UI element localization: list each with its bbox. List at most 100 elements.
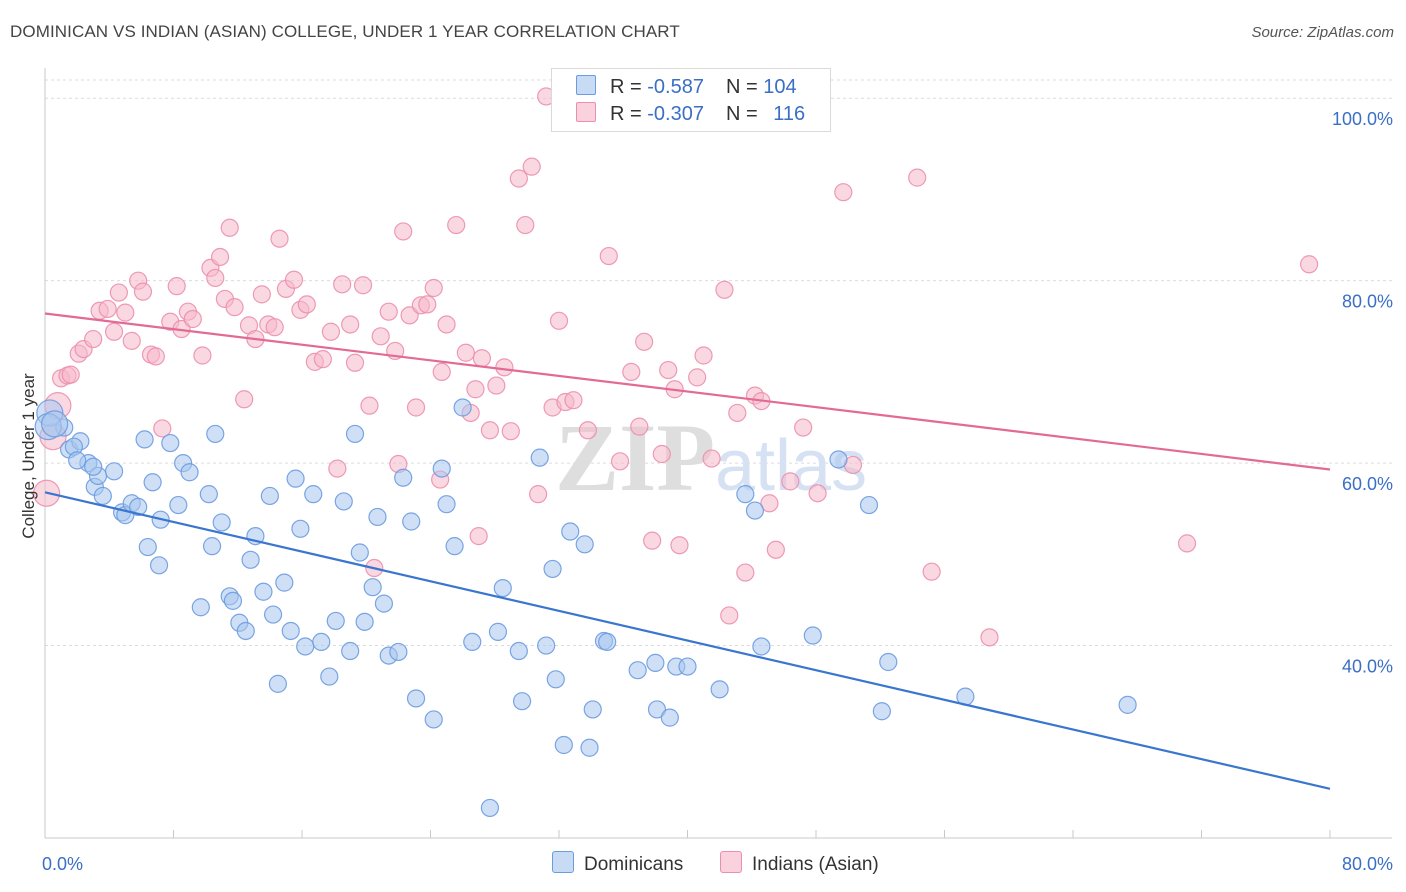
indian-point [1177, 534, 1197, 553]
y-axis-label: College, Under 1 year [19, 373, 38, 539]
dominican-point [803, 626, 822, 645]
y-tick-label: 40.0% [1342, 657, 1393, 677]
dominican-point [561, 522, 580, 541]
legend-row-dominicans: R = -0.587 N = 104 [576, 75, 797, 99]
dominican-point [281, 621, 300, 641]
indian-point [670, 536, 689, 555]
legend-n-label: N = [725, 76, 764, 98]
dominican-point [628, 661, 647, 680]
dominican-point [437, 495, 456, 514]
legend-n-value: 116 [773, 103, 806, 125]
indian-point [394, 222, 413, 241]
indian-point [167, 277, 186, 296]
indian-point [480, 421, 500, 440]
indian-point [529, 485, 548, 504]
correlation-legend: R = -0.587 N = 104 R = -0.307 N = 116 [551, 68, 831, 132]
dominican-point [135, 430, 154, 449]
dominican-point [752, 637, 771, 656]
indian-point [466, 380, 485, 399]
indian-point [472, 349, 491, 368]
dominican-point [424, 710, 443, 729]
dominican-point [199, 485, 218, 504]
indian-point [432, 362, 451, 382]
indian-point [522, 157, 541, 176]
indian-point [728, 403, 747, 423]
chart-title: DOMINICAN VS INDIAN (ASIAN) COLLEGE, UND… [10, 22, 680, 41]
indian-point [235, 390, 254, 409]
indian-point [643, 531, 662, 550]
axes: 40.0% 60.0% 80.0% 100.0% 0.0% 80.0% [42, 68, 1393, 874]
indian-point [116, 303, 135, 322]
dominican-point [678, 657, 697, 676]
dominican-point [509, 641, 528, 661]
dominican-point [859, 495, 879, 515]
dominican-point [374, 594, 394, 613]
dominican-point [872, 702, 891, 721]
source-label: Source: ZipAtlas.com [1251, 24, 1394, 41]
indian-point [908, 168, 927, 187]
indian-point [371, 327, 390, 346]
bottom-legend-dominicans[interactable]: Dominicans [552, 851, 683, 876]
y-tick-label: 60.0% [1342, 474, 1393, 494]
dominican-point [480, 798, 500, 818]
dominican-point [84, 457, 103, 476]
dominican-point [341, 641, 360, 661]
dominican-point [512, 692, 532, 711]
dominican-point [68, 451, 87, 470]
dominican-point [580, 738, 599, 757]
dominican-point [543, 559, 562, 579]
indian-point [808, 484, 827, 503]
dominican-point [554, 735, 573, 755]
indian-point [469, 526, 488, 546]
indian-point [610, 452, 630, 471]
dominican-point [402, 512, 421, 531]
dominican-point [647, 700, 667, 719]
legend-swatch-indians [576, 102, 596, 122]
dominican-point [575, 535, 594, 554]
indian-point [980, 628, 999, 647]
dominican-point [161, 433, 180, 453]
dominicans-points [34, 398, 1137, 818]
indian-point [210, 247, 230, 267]
dominican-point [93, 486, 112, 506]
dominican-point [345, 424, 365, 444]
indian-point [516, 215, 535, 235]
dominican-point [394, 468, 413, 487]
indian-point [766, 540, 785, 559]
bottom-legend-label: Dominicans [584, 854, 684, 875]
indian-point [265, 318, 284, 337]
indian-point [720, 606, 739, 625]
indian-point [652, 444, 671, 464]
dominican-point [334, 492, 353, 511]
indian-point [153, 419, 172, 438]
dominican-point [710, 680, 729, 699]
indian-point [509, 169, 528, 188]
indian-point [456, 343, 475, 362]
dominican-point [350, 543, 369, 562]
dominican-point [879, 652, 898, 672]
indian-point [635, 332, 654, 351]
indians-points [33, 87, 1319, 647]
indian-point [1300, 255, 1319, 274]
indian-point [702, 449, 721, 468]
dominican-point [1118, 695, 1137, 714]
dominican-point [829, 450, 848, 469]
indian-point [501, 422, 520, 441]
dominican-point [546, 670, 565, 689]
dominican-point [212, 513, 231, 532]
indian-point [659, 360, 678, 380]
indian-point [715, 280, 734, 299]
dominican-point [453, 398, 472, 417]
dominican-point [254, 582, 273, 601]
indian-point [760, 494, 779, 513]
legend-r-value: -0.587 [647, 76, 704, 98]
indian-point [599, 246, 618, 266]
indian-point [447, 215, 466, 235]
bottom-legend-swatch-dominicans [552, 851, 574, 873]
bottom-legend-indians[interactable]: Indians (Asian) [720, 851, 879, 876]
indian-point [794, 418, 813, 437]
indian-point [622, 362, 641, 382]
dominican-point [241, 550, 260, 569]
dominican-point [143, 473, 162, 492]
dominican-point [363, 578, 382, 597]
